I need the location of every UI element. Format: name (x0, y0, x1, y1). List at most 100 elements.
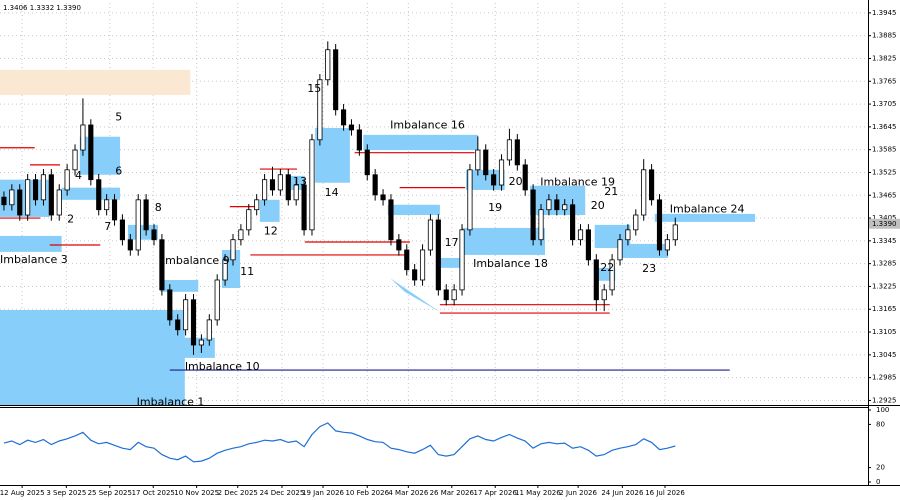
candle-body (340, 109, 347, 126)
annotation: Imbalance 16 (390, 119, 465, 132)
candle-body (467, 169, 473, 231)
candle-body (396, 239, 402, 251)
candle-body (412, 269, 418, 281)
y-tick-label: 1.3465 (872, 191, 897, 199)
y-tick-label: 1.3225 (872, 282, 897, 290)
annotation: Imbalance 10 (185, 360, 260, 373)
y-tick-label: 1.3825 (872, 54, 897, 62)
candle-body (498, 159, 505, 186)
annotation: 7 (104, 220, 111, 233)
candle-body (72, 149, 78, 171)
candle-body (356, 129, 362, 151)
imbalance-zone (439, 257, 463, 268)
header-prices: 1.3406 1.3332 1.3390 (3, 4, 81, 12)
candle-body (641, 169, 647, 216)
candle-body (664, 239, 670, 251)
candle-body (372, 174, 378, 196)
imbalance-zone (654, 213, 756, 222)
candle-body (48, 174, 54, 216)
candle-body (317, 79, 323, 141)
y-tick-label: 1.3705 (872, 100, 897, 108)
annotation: 19 (488, 201, 502, 214)
candle-body (562, 204, 568, 211)
y-tick-label: 1.3165 (872, 305, 897, 313)
candle-body (25, 179, 31, 216)
candle-body (190, 299, 197, 346)
candle-body (143, 199, 149, 231)
imbalance-zone (0, 310, 185, 405)
annotation: Imbalance 18 (473, 257, 548, 270)
candle-body (104, 199, 110, 211)
annotation: 2 (67, 213, 74, 226)
candle-body (475, 149, 481, 171)
candle-body (183, 299, 189, 331)
candle-body (325, 49, 331, 81)
annotation: 20 (591, 199, 605, 212)
candles (1, 41, 678, 355)
oscillator: 100 80 20 0 (3, 406, 889, 486)
x-tick-label: 11 May 2026 (515, 489, 561, 497)
candle-body (151, 229, 157, 241)
x-tick-label: 25 Sep 2025 (88, 489, 132, 497)
candle-body (625, 229, 631, 241)
x-tick-label: 2 Dec 2025 (218, 489, 258, 497)
candle-body (56, 189, 62, 216)
y-tick-label: 1.3105 (872, 328, 897, 336)
candle-body (522, 164, 528, 191)
candle-body (530, 189, 536, 241)
candle-body (246, 209, 252, 231)
imbalance-zone (259, 199, 280, 222)
y-tick-label: 1.3585 (872, 146, 897, 154)
candle-body (506, 139, 512, 161)
x-tick-label: 26 Mar 2026 (430, 489, 475, 497)
candle-body (570, 204, 576, 241)
candle-body (269, 179, 276, 191)
x-tick-label: 2 Jun 2026 (559, 489, 597, 497)
annotation: 5 (115, 111, 122, 124)
candle-body (1, 196, 7, 206)
x-tick-label: 4 Mar 2026 (388, 489, 428, 497)
candle-body (585, 229, 591, 261)
imbalance-zone (387, 204, 440, 216)
y-tick-label: 1.3405 (872, 214, 897, 222)
candle-body (514, 139, 520, 166)
y-tick-label: 1.3525 (872, 168, 897, 176)
annotation: 11 (240, 265, 254, 278)
y-tick-label: 1.3045 (872, 351, 897, 359)
candle-body (64, 169, 70, 191)
candle-body (88, 124, 94, 181)
annotations: Imbalance 3 2 4 5 6 7 8 Imbalance 9 Imbalance 10… (0, 82, 745, 409)
candle-body (293, 184, 299, 201)
imbalance-zone (61, 187, 121, 200)
annotation: 12 (264, 225, 278, 238)
candle-body (127, 239, 133, 251)
imbalance-zone (79, 136, 121, 175)
candle-body (80, 124, 86, 151)
x-tick-label: 10 Feb 2026 (345, 489, 389, 497)
candle-body (238, 229, 244, 241)
candle-body (649, 169, 655, 201)
imbalance-zone (0, 69, 191, 95)
x-tick-label: 10 Nov 2025 (174, 489, 219, 497)
candle-body (167, 289, 173, 321)
candle-body (443, 289, 449, 301)
candle-body (40, 174, 47, 201)
imbalance-zone (620, 243, 669, 258)
candle-body (451, 289, 457, 301)
candle-body (17, 189, 23, 216)
candle-body (459, 229, 465, 291)
last-price-tag (869, 218, 900, 229)
candle-body (546, 199, 552, 211)
annotation: Imbalance 24 (670, 203, 745, 216)
candle-body (656, 199, 663, 251)
y-tick-label: 1.3765 (872, 77, 897, 85)
candle-body (135, 199, 141, 251)
candle-body (206, 319, 212, 341)
candle-body (388, 199, 394, 241)
imbalance-shape (390, 278, 440, 312)
x-tick-label: 24 Jun 2026 (601, 489, 644, 497)
candle-body (309, 139, 315, 231)
last-price-label: 1.3390 (872, 220, 897, 228)
candle-body (198, 339, 204, 346)
